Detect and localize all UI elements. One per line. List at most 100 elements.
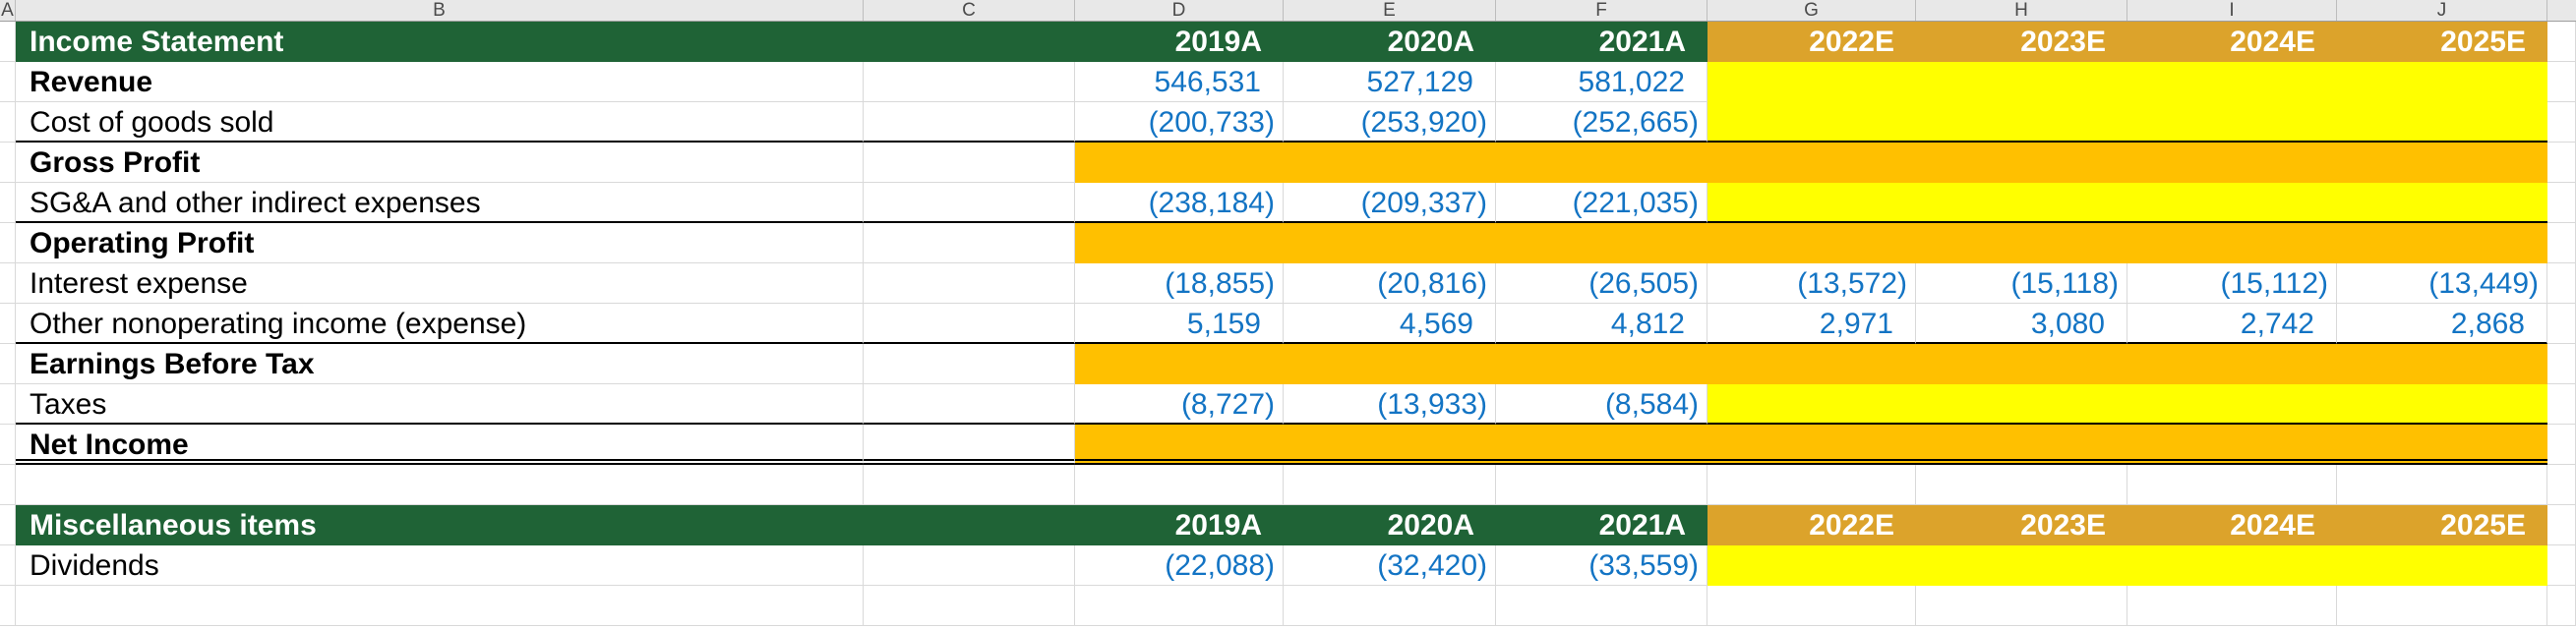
subtotal-band-cell[interactable] [1707, 425, 1916, 465]
empty-cell[interactable] [1284, 465, 1496, 505]
input-cell[interactable] [1916, 183, 2127, 223]
input-cell[interactable] [2127, 102, 2337, 143]
empty-cell[interactable] [2337, 465, 2547, 505]
header-band-cell[interactable] [864, 505, 1075, 545]
empty-cell[interactable] [864, 263, 1075, 304]
cell-col-k[interactable] [2547, 304, 2576, 344]
cell-col-a[interactable] [0, 545, 16, 586]
empty-cell[interactable] [864, 62, 1075, 102]
column-header-H[interactable]: H [1916, 0, 2127, 21]
input-cell[interactable] [1707, 102, 1916, 143]
row-label-cell[interactable]: Operating Profit [16, 223, 864, 263]
subtotal-band-cell[interactable] [2127, 425, 2337, 465]
column-header-F[interactable]: F [1496, 0, 1707, 21]
cell-col-k[interactable] [2547, 183, 2576, 223]
subtotal-band-cell[interactable] [1075, 344, 1284, 384]
row-label-cell[interactable]: Dividends [16, 545, 864, 586]
cell-col-a[interactable] [0, 425, 16, 465]
subtotal-band-cell[interactable] [1707, 143, 1916, 183]
value-cell[interactable]: 3,080 [1916, 304, 2127, 344]
empty-cell[interactable] [1496, 465, 1707, 505]
year-header-cell[interactable]: 2021A [1496, 22, 1707, 62]
empty-cell[interactable] [864, 344, 1075, 384]
input-cell[interactable] [2127, 384, 2337, 425]
column-header-C[interactable]: C [864, 0, 1075, 21]
subtotal-band-cell[interactable] [1916, 344, 2127, 384]
value-cell[interactable]: 2,868 [2337, 304, 2547, 344]
cell-col-k[interactable] [2547, 425, 2576, 465]
empty-cell[interactable] [1075, 465, 1284, 505]
value-cell[interactable]: (26,505) [1496, 263, 1707, 304]
cell-col-a[interactable] [0, 505, 16, 545]
subtotal-band-cell[interactable] [1284, 143, 1496, 183]
row-label-cell[interactable]: Net Income [16, 425, 864, 465]
value-cell[interactable]: (209,337) [1284, 183, 1496, 223]
column-header-I[interactable]: I [2127, 0, 2337, 21]
empty-cell[interactable] [1707, 465, 1916, 505]
value-cell[interactable]: (8,584) [1496, 384, 1707, 425]
input-cell[interactable] [2127, 545, 2337, 586]
empty-cell[interactable] [1916, 586, 2127, 626]
subtotal-band-cell[interactable] [1075, 143, 1284, 183]
year-header-cell[interactable]: 2021A [1496, 505, 1707, 545]
value-cell[interactable]: (13,933) [1284, 384, 1496, 425]
empty-cell[interactable] [1075, 586, 1284, 626]
value-cell[interactable]: (13,449) [2337, 263, 2547, 304]
year-header-cell[interactable]: 2023E [1916, 505, 2127, 545]
input-cell[interactable] [1916, 102, 2127, 143]
cell-col-k[interactable] [2547, 22, 2576, 62]
empty-cell[interactable] [864, 545, 1075, 586]
input-cell[interactable] [2337, 545, 2547, 586]
value-cell[interactable]: (253,920) [1284, 102, 1496, 143]
year-header-cell[interactable]: 2020A [1284, 505, 1496, 545]
value-cell[interactable]: (221,035) [1496, 183, 1707, 223]
subtotal-band-cell[interactable] [1496, 344, 1707, 384]
subtotal-band-cell[interactable] [1916, 143, 2127, 183]
empty-cell[interactable] [2127, 586, 2337, 626]
row-label-cell[interactable]: Earnings Before Tax [16, 344, 864, 384]
year-header-cell[interactable]: 2022E [1707, 22, 1916, 62]
input-cell[interactable] [1707, 384, 1916, 425]
subtotal-band-cell[interactable] [1916, 425, 2127, 465]
cell-col-a[interactable] [0, 223, 16, 263]
cell-col-a[interactable] [0, 586, 16, 626]
year-header-cell[interactable]: 2024E [2127, 505, 2337, 545]
section-title-cell[interactable]: Income Statement [16, 22, 864, 62]
cell-col-k[interactable] [2547, 263, 2576, 304]
subtotal-band-cell[interactable] [1284, 425, 1496, 465]
subtotal-band-cell[interactable] [2127, 143, 2337, 183]
section-title-cell[interactable]: Miscellaneous items [16, 505, 864, 545]
input-cell[interactable] [1707, 62, 1916, 102]
input-cell[interactable] [2337, 384, 2547, 425]
value-cell[interactable]: 2,971 [1707, 304, 1916, 344]
cell-col-a[interactable] [0, 102, 16, 143]
value-cell[interactable]: 2,742 [2127, 304, 2337, 344]
empty-cell[interactable] [864, 465, 1075, 505]
cell-col-k[interactable] [2547, 505, 2576, 545]
cell-col-k[interactable] [2547, 465, 2576, 505]
input-cell[interactable] [2337, 62, 2547, 102]
value-cell[interactable]: (15,112) [2127, 263, 2337, 304]
value-cell[interactable]: (238,184) [1075, 183, 1284, 223]
row-label-cell[interactable]: Gross Profit [16, 143, 864, 183]
column-header-E[interactable]: E [1284, 0, 1496, 21]
subtotal-band-cell[interactable] [1496, 143, 1707, 183]
value-cell[interactable]: 5,159 [1075, 304, 1284, 344]
subtotal-band-cell[interactable] [2337, 425, 2547, 465]
year-header-cell[interactable]: 2020A [1284, 22, 1496, 62]
value-cell[interactable]: (32,420) [1284, 545, 1496, 586]
subtotal-band-cell[interactable] [1075, 223, 1284, 263]
empty-cell[interactable] [16, 465, 864, 505]
empty-cell[interactable] [1496, 586, 1707, 626]
subtotal-band-cell[interactable] [2337, 344, 2547, 384]
value-cell[interactable]: (18,855) [1075, 263, 1284, 304]
value-cell[interactable]: 546,531 [1075, 62, 1284, 102]
cell-col-a[interactable] [0, 304, 16, 344]
value-cell[interactable]: (22,088) [1075, 545, 1284, 586]
value-cell[interactable]: 4,569 [1284, 304, 1496, 344]
cell-col-k[interactable] [2547, 223, 2576, 263]
empty-cell[interactable] [16, 586, 864, 626]
row-label-cell[interactable]: Revenue [16, 62, 864, 102]
empty-cell[interactable] [2337, 586, 2547, 626]
input-cell[interactable] [2127, 183, 2337, 223]
